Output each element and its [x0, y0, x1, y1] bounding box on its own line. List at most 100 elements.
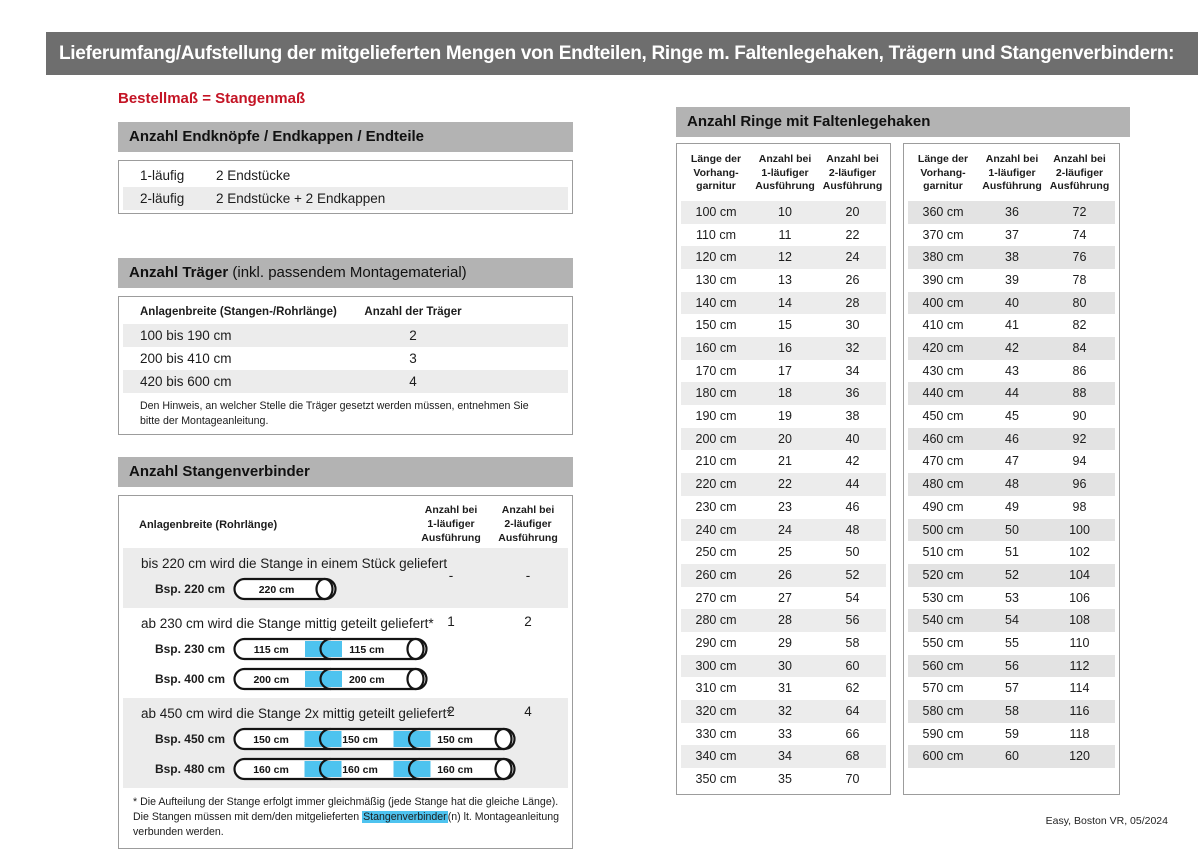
- traeger-column-header-anzahl: Anzahl der Träger: [364, 306, 462, 318]
- ring-length: 270 cm: [695, 590, 737, 605]
- ring-length: 120 cm: [695, 250, 737, 265]
- ring-count-2laufig: 30: [845, 318, 860, 333]
- endteile-table: 1-läufig 2 Endstücke 2-läufig 2 Endstücke +…: [118, 160, 573, 214]
- ring-length: 590 cm: [922, 726, 964, 741]
- ring-length: 440 cm: [922, 386, 964, 401]
- ring-length: 180 cm: [695, 386, 737, 401]
- rod-example: Bsp. 450 cm 150 cm 150 cm 150 cm: [123, 724, 568, 754]
- table-row: 370 cm 37 74: [908, 224, 1115, 247]
- table-row: 150 cm 15 30: [681, 314, 886, 337]
- ring-count-2laufig: 22: [845, 227, 860, 242]
- ring-count-2laufig: 58: [845, 635, 860, 650]
- ring-count-1laufig: 30: [778, 658, 792, 673]
- rod-segment-length: 220 cm: [259, 584, 295, 596]
- ring-count-2laufig: 120: [1069, 749, 1090, 764]
- table-row: 600 cm 60 120: [908, 745, 1115, 769]
- ring-length: 280 cm: [695, 613, 737, 628]
- rod-joint-arc: [318, 728, 331, 751]
- rod-example-label: Bsp. 450 cm: [154, 732, 225, 747]
- table-row: 580 cm 58 116: [908, 700, 1115, 723]
- ring-length: 390 cm: [922, 272, 964, 287]
- ring-length: 520 cm: [922, 567, 964, 582]
- ring-count-1laufig: 39: [1005, 272, 1019, 287]
- ring-count-2laufig: 118: [1069, 726, 1090, 741]
- table-row: 1-läufig 2 Endstücke: [123, 164, 568, 187]
- table-row: 550 cm 55 110: [908, 632, 1115, 655]
- ring-length: 130 cm: [695, 272, 737, 287]
- table-row: 390 cm 39 78: [908, 269, 1115, 292]
- ring-count-1laufig: 55: [1005, 635, 1019, 650]
- ring-length: 460 cm: [922, 431, 964, 446]
- rod-end-cap: [406, 668, 425, 691]
- table-row: 250 cm 25 50: [681, 541, 886, 564]
- ring-count-1laufig: 32: [778, 704, 792, 719]
- ring-length: 350 cm: [695, 772, 737, 787]
- ring-table-body: 100 cm 10 20 110 cm 11 22 120 cm 12 24 130 cm 13 26…: [681, 200, 886, 791]
- rod-segment-length: 160 cm: [437, 764, 473, 776]
- ring-column-header: Länge der Vorhang- garnitur: [917, 153, 969, 193]
- rod-segment-length: 115 cm: [254, 644, 289, 656]
- ring-count-1laufig: 22: [778, 477, 792, 492]
- rod-example: Bsp. 230 cm 115 cm 115 cm: [123, 634, 568, 664]
- rod-graphic: 160 cm 160 cm 160 cm: [233, 758, 516, 781]
- ring-count-1laufig: 18: [778, 386, 792, 401]
- ring-count-2laufig: 54: [845, 590, 860, 605]
- table-row: 350 cm 35 70: [681, 768, 886, 791]
- ring-count-2laufig: 36: [845, 386, 860, 401]
- ring-length: 240 cm: [695, 522, 737, 537]
- ring-count-1laufig: 11: [778, 227, 792, 242]
- ring-count-2laufig: 28: [845, 295, 860, 310]
- rod-graphic: 200 cm 200 cm: [233, 668, 428, 691]
- ring-count-1laufig: 21: [778, 454, 792, 469]
- ring-count-2laufig: 82: [1072, 318, 1087, 333]
- ring-count-1laufig: 58: [1005, 704, 1019, 719]
- rod-end-cap: [494, 758, 513, 781]
- section-header-traeger: Anzahl Träger (inkl. passendem Montagema…: [118, 258, 573, 288]
- table-row: 210 cm 21 42: [681, 450, 886, 473]
- ring-length: 470 cm: [922, 454, 964, 469]
- rod-example: Bsp. 220 cm 220 cm: [123, 574, 568, 604]
- ring-count-1laufig: 24: [778, 522, 792, 537]
- ring-length: 540 cm: [922, 613, 964, 628]
- ring-length: 490 cm: [922, 499, 964, 514]
- ring-length: 300 cm: [695, 658, 737, 673]
- verbinder-group-head: ab 450 cm wird die Stange 2x mittig gete…: [123, 698, 568, 724]
- table-row: 100 bis 190 cm 2: [123, 324, 568, 347]
- ring-count-2laufig: 88: [1072, 386, 1087, 401]
- ring-length: 400 cm: [922, 295, 964, 310]
- traeger-row-count: 3: [409, 351, 417, 366]
- rod-connector: [305, 641, 342, 658]
- table-row: 240 cm 24 48: [681, 518, 886, 542]
- table-row: 190 cm 19 38: [681, 405, 886, 428]
- table-row: 320 cm 32 64: [681, 700, 886, 723]
- ring-count-1laufig: 49: [1005, 499, 1019, 514]
- rod-segment-length: 200 cm: [253, 674, 289, 686]
- ring-count-2laufig: 116: [1069, 704, 1090, 719]
- ring-count-1laufig: 10: [778, 204, 792, 219]
- section-header-verbinder-label: Anzahl Stangenverbinder: [129, 463, 310, 481]
- ring-length: 340 cm: [695, 749, 737, 764]
- ring-count-1laufig: 51: [1005, 545, 1019, 560]
- ring-column-header: Anzahl bei 1-läufiger Ausführung: [982, 153, 1042, 193]
- ring-count-1laufig: 42: [1005, 341, 1019, 356]
- rod-segment-length: 150 cm: [253, 734, 289, 746]
- ring-count-2laufig: 94: [1072, 454, 1087, 469]
- rod-example-label: Bsp. 230 cm: [154, 642, 225, 657]
- ring-count-1laufig: 50: [1005, 522, 1019, 537]
- verbinder-group-head: ab 230 cm wird die Stange mittig geteilt…: [123, 608, 568, 634]
- ring-length: 600 cm: [922, 749, 964, 764]
- ring-length: 580 cm: [922, 704, 964, 719]
- ring-count-2laufig: 20: [845, 204, 860, 219]
- ring-count-1laufig: 37: [1005, 227, 1019, 242]
- table-row: 120 cm 12 24: [681, 246, 886, 269]
- ring-count-1laufig: 44: [1005, 386, 1019, 401]
- table-row: 400 cm 40 80: [908, 291, 1115, 315]
- rod-joint-arc: [318, 758, 331, 781]
- rod-diagram: 115 cm 115 cm: [233, 637, 428, 661]
- endteile-rows: 1-läufig 2 Endstücke 2-läufig 2 Endstücke +…: [123, 164, 568, 210]
- ring-column-header: Anzahl bei 1-läufiger Ausführung: [755, 153, 815, 193]
- table-row: 490 cm 49 98: [908, 496, 1115, 519]
- table-row: 420 cm 42 84: [908, 337, 1115, 360]
- rod-example-label: Bsp. 480 cm: [154, 762, 225, 777]
